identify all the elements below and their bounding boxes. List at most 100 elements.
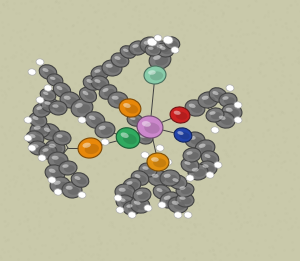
Ellipse shape [160, 192, 180, 208]
Ellipse shape [126, 181, 133, 185]
Ellipse shape [141, 135, 151, 142]
Ellipse shape [99, 85, 117, 99]
Ellipse shape [80, 118, 83, 120]
Ellipse shape [219, 93, 237, 107]
Ellipse shape [174, 111, 181, 115]
Ellipse shape [32, 116, 38, 120]
Ellipse shape [156, 36, 158, 38]
Ellipse shape [31, 135, 42, 142]
Ellipse shape [157, 188, 163, 192]
Ellipse shape [170, 107, 190, 123]
Ellipse shape [127, 114, 143, 126]
Ellipse shape [60, 92, 80, 108]
Ellipse shape [121, 199, 132, 206]
Ellipse shape [48, 177, 56, 183]
Ellipse shape [220, 117, 232, 125]
Ellipse shape [176, 183, 194, 197]
Ellipse shape [130, 117, 136, 120]
Ellipse shape [169, 175, 187, 189]
Ellipse shape [202, 164, 208, 168]
Ellipse shape [46, 86, 48, 88]
Ellipse shape [209, 88, 227, 102]
Ellipse shape [204, 165, 215, 172]
Ellipse shape [140, 135, 145, 138]
Ellipse shape [66, 186, 73, 190]
Ellipse shape [213, 128, 215, 130]
Ellipse shape [185, 132, 205, 148]
Ellipse shape [118, 208, 120, 210]
Ellipse shape [38, 60, 40, 62]
Ellipse shape [134, 201, 141, 205]
Ellipse shape [54, 181, 61, 185]
Ellipse shape [123, 103, 131, 108]
Ellipse shape [96, 70, 107, 77]
Ellipse shape [149, 48, 159, 54]
Ellipse shape [106, 64, 113, 68]
Ellipse shape [226, 108, 233, 112]
Ellipse shape [54, 105, 65, 112]
Ellipse shape [100, 127, 112, 135]
Ellipse shape [148, 170, 168, 186]
Ellipse shape [202, 96, 209, 100]
Ellipse shape [114, 195, 122, 201]
Ellipse shape [41, 98, 59, 112]
Ellipse shape [36, 106, 43, 110]
Ellipse shape [77, 104, 90, 114]
Ellipse shape [236, 103, 239, 105]
Ellipse shape [44, 128, 51, 132]
Ellipse shape [130, 197, 150, 213]
Ellipse shape [140, 37, 160, 53]
Ellipse shape [209, 111, 216, 115]
Ellipse shape [199, 161, 217, 175]
Ellipse shape [116, 196, 119, 198]
Ellipse shape [134, 174, 140, 178]
Ellipse shape [49, 101, 67, 115]
Ellipse shape [176, 112, 188, 120]
Ellipse shape [186, 162, 196, 169]
Ellipse shape [208, 173, 210, 175]
Ellipse shape [194, 169, 206, 177]
Ellipse shape [139, 163, 157, 177]
Ellipse shape [51, 170, 62, 178]
Ellipse shape [43, 92, 48, 95]
Ellipse shape [160, 203, 162, 205]
Ellipse shape [54, 189, 62, 195]
Ellipse shape [83, 76, 101, 90]
Ellipse shape [156, 43, 174, 57]
Ellipse shape [80, 193, 83, 195]
Ellipse shape [216, 163, 218, 165]
Ellipse shape [40, 156, 42, 158]
Ellipse shape [62, 164, 69, 168]
Ellipse shape [151, 157, 159, 162]
Ellipse shape [91, 66, 109, 80]
Ellipse shape [44, 149, 55, 156]
Ellipse shape [147, 153, 169, 171]
Ellipse shape [211, 112, 222, 119]
Ellipse shape [29, 134, 36, 138]
Ellipse shape [53, 157, 65, 165]
Ellipse shape [40, 124, 60, 140]
Ellipse shape [38, 155, 46, 161]
Ellipse shape [181, 187, 192, 194]
Ellipse shape [234, 117, 242, 123]
Ellipse shape [53, 82, 71, 97]
Ellipse shape [134, 45, 145, 52]
Ellipse shape [78, 192, 86, 198]
Ellipse shape [132, 44, 139, 48]
Ellipse shape [149, 51, 171, 69]
Ellipse shape [34, 126, 41, 130]
Ellipse shape [39, 65, 57, 79]
Ellipse shape [112, 96, 119, 100]
Ellipse shape [172, 201, 179, 205]
Ellipse shape [53, 131, 71, 145]
Ellipse shape [136, 191, 142, 195]
Ellipse shape [126, 204, 133, 208]
Ellipse shape [163, 36, 173, 44]
Ellipse shape [205, 154, 211, 158]
Ellipse shape [28, 69, 36, 75]
Ellipse shape [161, 47, 172, 54]
Ellipse shape [186, 213, 188, 215]
Ellipse shape [36, 59, 44, 65]
Ellipse shape [103, 88, 109, 92]
Ellipse shape [111, 53, 129, 67]
